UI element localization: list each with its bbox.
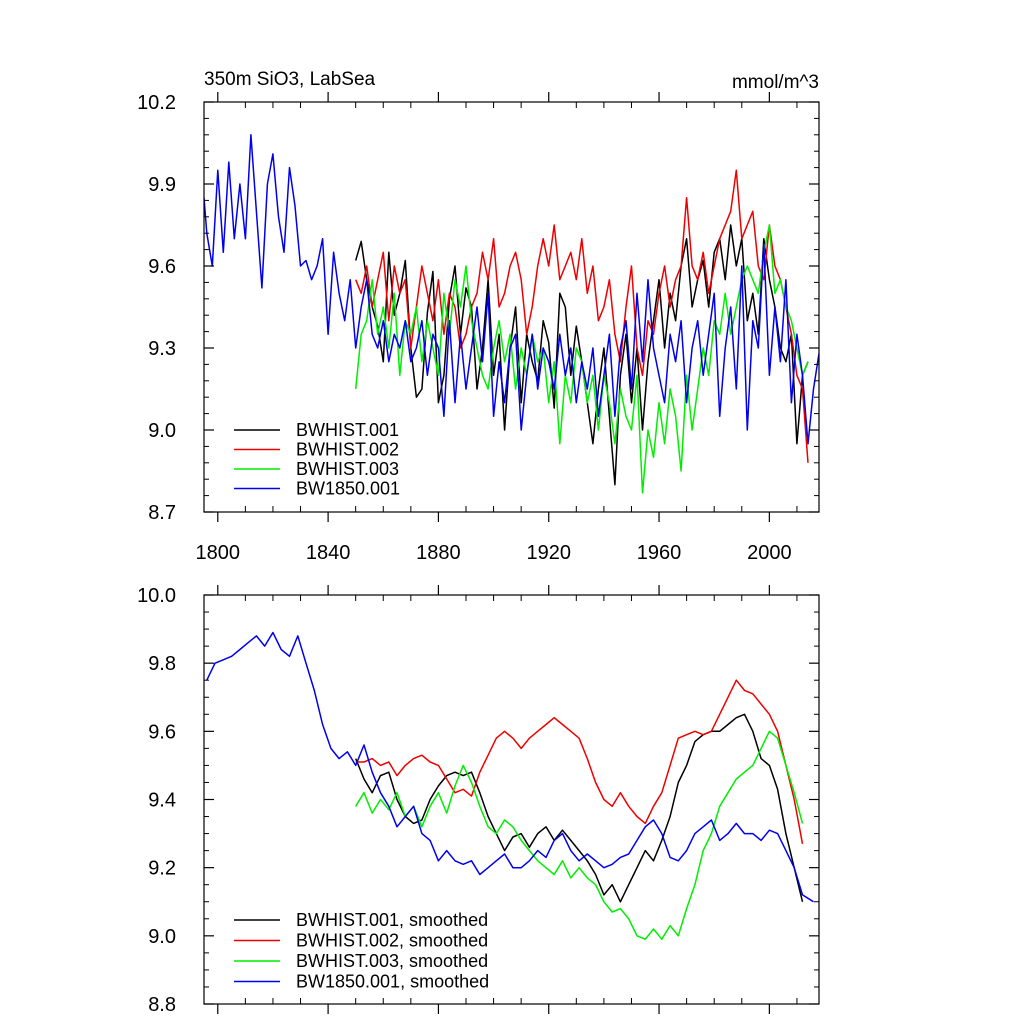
legend-label: BWHIST.002, smoothed: [296, 931, 488, 951]
y-tick-label: 10.0: [137, 585, 176, 607]
series-line-0-3: [204, 134, 819, 445]
y-tick-label: 9.8: [148, 653, 176, 675]
series-line-1-3: [206, 631, 814, 903]
y-tick-label: 9.0: [148, 420, 176, 442]
units-label: mmol/m^3: [732, 72, 819, 93]
x-tick-label: 1840: [306, 542, 351, 564]
x-tick-label: 1800: [196, 542, 241, 564]
legend-label: BW1850.001, smoothed: [296, 972, 489, 992]
y-tick-label: 9.3: [148, 338, 176, 360]
legend-label: BWHIST.001, smoothed: [296, 910, 488, 930]
y-tick-label: 9.9: [148, 174, 176, 196]
series-line-1-1: [355, 679, 804, 844]
y-tick-label: 8.7: [148, 502, 176, 524]
legend-label: BWHIST.003, smoothed: [296, 951, 488, 971]
x-tick-label: 2000: [747, 542, 792, 564]
y-tick-label: 9.4: [148, 790, 176, 812]
x-tick-label: 1960: [637, 542, 682, 564]
y-tick-label: 9.6: [148, 721, 176, 743]
plot-frame: [203, 101, 820, 513]
series-line-1-0: [355, 713, 804, 903]
panel-title: 350m SiO3, LabSea: [204, 69, 376, 90]
y-tick-label: 9.0: [148, 926, 176, 948]
top-panel: 8.7 9.0 9.3 9.6 9.9 10.2 1800 1840 1880 1920 1960 2…: [137, 69, 820, 564]
legend-label: BWHIST.003: [296, 459, 399, 479]
y-tick-label: 9.6: [148, 256, 176, 278]
series-lines: [206, 631, 814, 940]
legend-label: BWHIST.001: [296, 420, 399, 440]
series-line-1-2: [355, 730, 804, 940]
y-tick-label: 8.8: [148, 994, 176, 1016]
series-lines: [204, 134, 819, 494]
series-line-0-1: [355, 169, 809, 463]
legend-label: BWHIST.002: [296, 440, 399, 460]
x-tick-label: 1920: [526, 542, 571, 564]
x-tick-label: 1880: [416, 542, 461, 564]
legend-label: BW1850.001: [296, 479, 400, 499]
y-tick-label: 9.2: [148, 858, 176, 880]
bottom-panel: 8.8 9.0 9.2 9.4 9.6 9.8 10.0 BWHIST.001, smooth…: [137, 585, 820, 1016]
y-tick-label: 10.2: [137, 92, 176, 114]
